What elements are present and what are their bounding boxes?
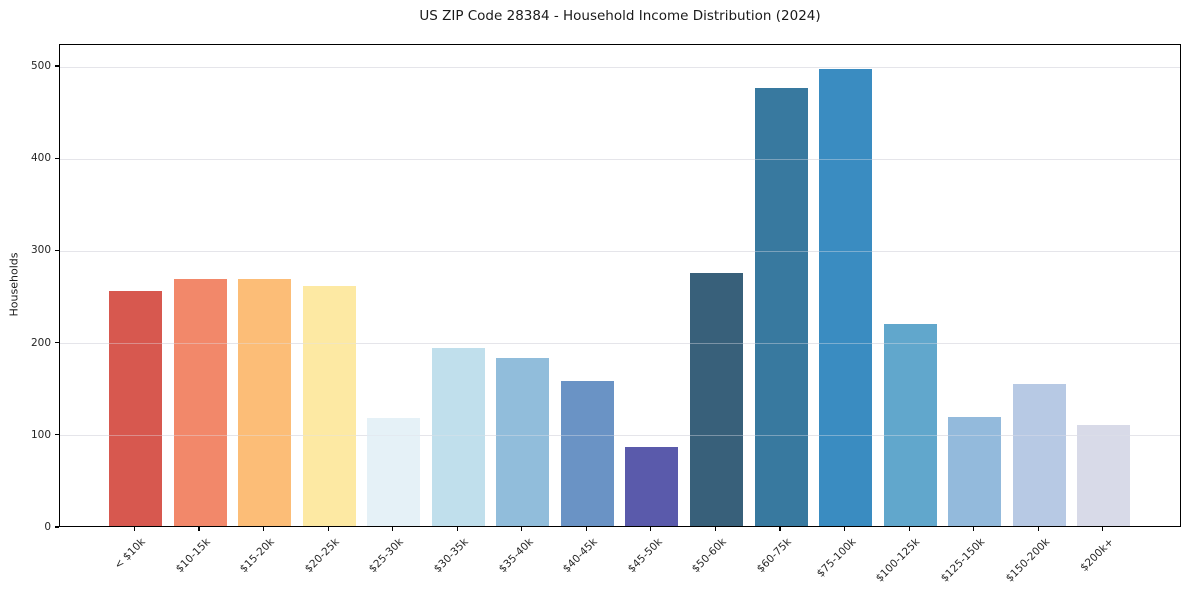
y-tick-mark-200 (55, 342, 59, 344)
x-tick-mark (779, 527, 781, 531)
gridline-y400 (60, 158, 1180, 160)
bar-$20-25k (302, 286, 356, 526)
gridline-y300 (60, 250, 1180, 252)
x-tick-label-$75-100k: $75-100k (814, 536, 859, 580)
bar-$125-150k (948, 417, 1002, 526)
bar-$45-50k (625, 446, 679, 526)
x-tick-mark (133, 527, 136, 531)
y-tick-label-0: 0 (44, 521, 51, 533)
x-tick-mark (1037, 527, 1039, 531)
bar-$60-75k (754, 88, 808, 526)
x-tick-mark (650, 527, 652, 531)
x-tick-mark (456, 527, 458, 531)
x-tick-mark (198, 527, 200, 531)
bar-$25-30k (367, 418, 421, 526)
gridline-y100 (60, 435, 1180, 437)
x-tick-label-$30-35k: $30-35k (431, 536, 471, 576)
gridline-y400 (60, 158, 1180, 160)
gridline-y100 (60, 435, 1180, 437)
y-tick-mark-0 (55, 526, 59, 528)
bar-$30-35k (431, 348, 485, 526)
bar-$200k+ (1077, 424, 1131, 526)
gridline-y200 (60, 343, 1180, 345)
bar-$40-45k (560, 381, 614, 526)
bar-$15-20k (238, 278, 292, 526)
y-tick-mark-300 (55, 249, 59, 251)
x-tick-mark (1102, 527, 1104, 531)
bar-< $10k (109, 290, 162, 526)
gridline-y500 (60, 66, 1180, 68)
x-tick-mark (327, 527, 329, 531)
chart-title: US ZIP Code 28384 - Household Income Dis… (419, 8, 821, 24)
plot-area (59, 44, 1181, 527)
x-tick-mark (585, 527, 587, 531)
x-tick-label-$35-40k: $35-40k (496, 536, 536, 576)
x-tick-mark (714, 527, 717, 531)
x-tick-label-$20-25k: $20-25k (302, 536, 342, 576)
x-tick-mark (843, 527, 846, 531)
bar-$35-40k (496, 358, 550, 526)
x-tick-label-$45-50k: $45-50k (625, 536, 665, 576)
y-tick-mark-100 (55, 434, 59, 436)
gridline-y300 (60, 250, 1180, 252)
bar-$75-100k (819, 68, 873, 526)
x-tick-label-$150-200k: $150-200k (1003, 536, 1052, 585)
y-tick-mark-400 (55, 157, 59, 159)
x-tick-label-$50-60k: $50-60k (689, 536, 729, 576)
x-tick-label-$125-150k: $125-150k (938, 536, 988, 585)
y-tick-label-100: 100 (30, 428, 51, 441)
x-tick-mark (973, 527, 975, 531)
x-tick-label-$10-15k: $10-15k (173, 536, 213, 576)
x-tick-label-$25-30k: $25-30k (367, 536, 407, 576)
x-tick-label-$15-20k: $15-20k (238, 536, 278, 576)
x-tick-label-$100-125k: $100-125k (874, 536, 923, 585)
bar-$10-15k (173, 278, 227, 526)
bar-$50-60k (689, 273, 743, 526)
x-tick-mark (521, 527, 523, 531)
gridline-y500 (60, 66, 1180, 68)
x-tick-label-$40-45k: $40-45k (560, 536, 600, 576)
y-tick-label-400: 400 (30, 152, 51, 165)
y-tick-mark-500 (55, 65, 59, 67)
x-tick-label-$60-75k: $60-75k (754, 536, 794, 576)
y-tick-label-200: 200 (30, 336, 51, 349)
gridline-y200 (60, 343, 1180, 345)
x-tick-label-< $10k: < $10k (112, 536, 148, 572)
x-tick-mark (263, 527, 265, 531)
x-tick-mark (908, 527, 910, 531)
y-tick-label-300: 300 (30, 244, 51, 257)
x-tick-mark (392, 527, 394, 531)
x-tick-label-$200k+: $200k+ (1078, 536, 1117, 574)
y-tick-label-500: 500 (30, 60, 51, 72)
bar-$150-200k (1012, 384, 1066, 526)
bar-$100-125k (883, 324, 937, 526)
